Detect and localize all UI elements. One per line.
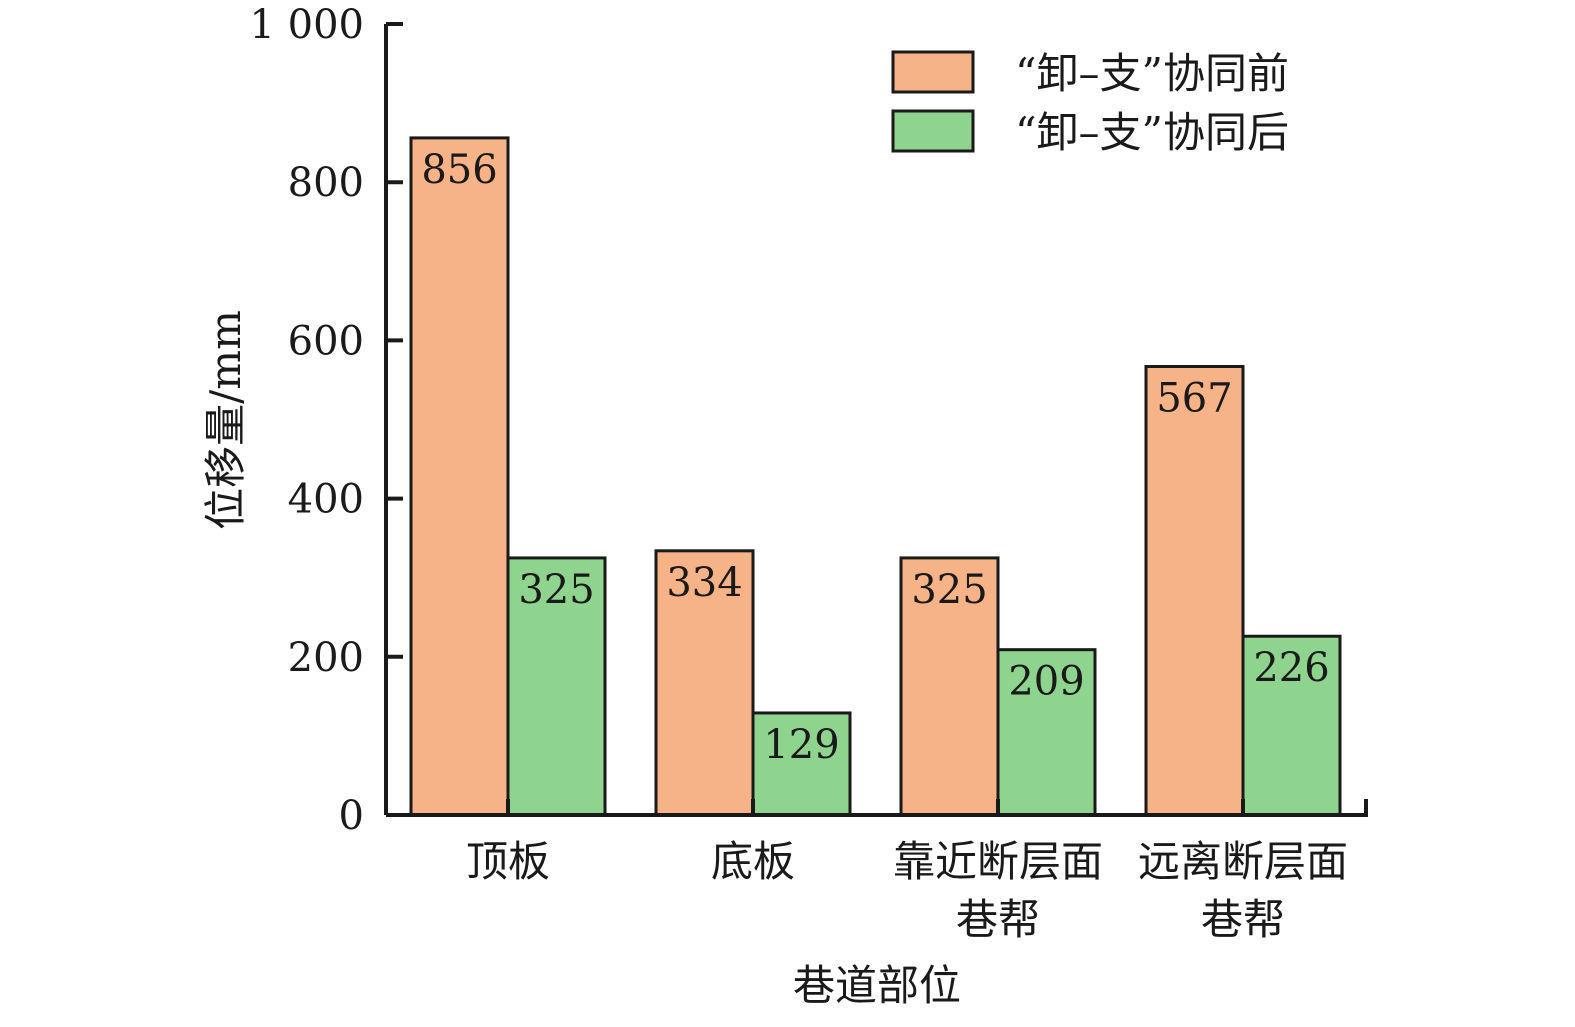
- bar-before-3: [1144, 365, 1245, 817]
- legend: “卸–支”协同前 “卸–支”协同后: [891, 49, 1289, 157]
- y-axis-title: 位移量/mm: [201, 310, 250, 530]
- x-axis-title: 巷道部位: [793, 961, 961, 1010]
- value-label-before-2: 325: [911, 567, 987, 613]
- y-ticks: 0 200 400 600 800 1 000: [249, 2, 1368, 839]
- y-tick-label-2: 400: [288, 477, 364, 523]
- axes-layer: [384, 24, 1368, 817]
- value-label-before-3: 567: [1156, 376, 1232, 422]
- bar-after-3: [1241, 634, 1342, 817]
- value-label-after-0: 325: [518, 567, 594, 613]
- legend-label-before: “卸–支”协同前: [1015, 49, 1289, 98]
- bar-before-0: [409, 136, 510, 817]
- value-labels: 856 325 334 129 325 209 567 226: [421, 147, 1329, 768]
- category-label-0: 顶板: [466, 837, 550, 886]
- bars-layer: [409, 136, 1342, 817]
- y-tick-label-0: 0: [339, 793, 364, 839]
- bar-before-1: [654, 549, 755, 817]
- value-label-before-0: 856: [421, 147, 497, 193]
- legend-label-after: “卸–支”协同后: [1015, 108, 1289, 157]
- category-label-3: 远离断层面巷帮: [1138, 837, 1348, 944]
- y-tick-label-1: 200: [288, 635, 364, 681]
- category-label-2: 靠近断层面巷帮: [893, 837, 1103, 944]
- y-tick-label-3: 600: [288, 318, 364, 364]
- legend-swatch-before: [891, 50, 975, 94]
- value-label-before-1: 334: [666, 560, 742, 606]
- bar-after-0: [506, 556, 607, 817]
- value-label-after-2: 209: [1008, 659, 1084, 705]
- y-tick-label-5: 1 000: [249, 2, 364, 48]
- category-label-1: 底板: [711, 837, 795, 886]
- value-label-after-1: 129: [763, 722, 839, 768]
- legend-swatch-after: [891, 109, 975, 153]
- value-label-after-3: 226: [1253, 645, 1329, 691]
- y-tick-label-4: 800: [288, 160, 364, 206]
